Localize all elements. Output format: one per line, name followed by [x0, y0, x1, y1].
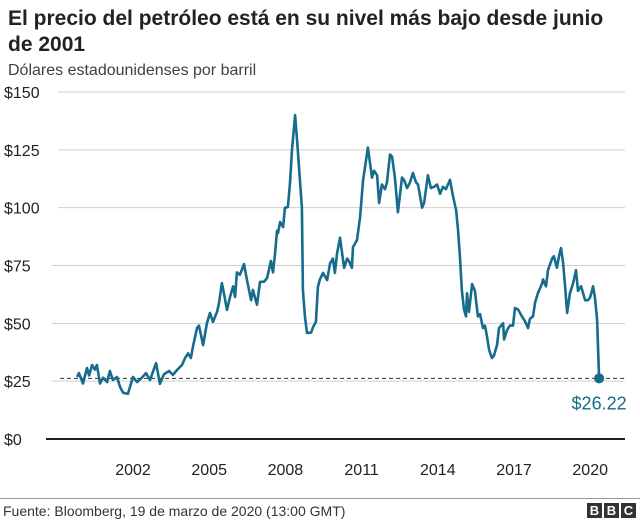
y-tick-label: $0 [4, 432, 22, 449]
logo-letter: B [587, 503, 602, 518]
x-tick-label: 2002 [115, 462, 151, 479]
x-tick-label: 2011 [344, 462, 379, 479]
logo-letter: B [604, 503, 619, 518]
y-axis: $0 $25 $50 $75 $100 $125 $150 [4, 85, 40, 449]
x-tick-label: 2008 [268, 462, 304, 479]
end-point-marker [594, 373, 605, 384]
line-chart: $0 $25 $50 $75 $100 $125 $150 2002 2005 2008 2011… [4, 85, 627, 479]
x-tick-label: 2017 [496, 462, 532, 479]
gridlines [46, 91, 625, 440]
chart-subtitle: Dólares estadounidenses por barril [8, 62, 257, 79]
x-tick-label: 2005 [191, 462, 227, 479]
y-tick-label: $25 [4, 374, 31, 391]
end-value-label: $26.22 [572, 393, 627, 413]
x-axis: 2002 2005 2008 2011 2014 2017 2020 [115, 462, 608, 479]
series-line-oil-price [75, 113, 601, 396]
y-tick-label: $125 [4, 143, 40, 160]
logo-letter: C [621, 503, 636, 518]
chart-title: El precio del petróleo está en su nivel … [8, 7, 604, 56]
y-tick-label: $75 [4, 259, 31, 276]
y-tick-label: $50 [4, 316, 31, 333]
y-tick-label: $100 [4, 201, 40, 218]
y-tick-label: $150 [4, 85, 40, 102]
source-note: Fuente: Bloomberg, 19 de marzo de 2020 (… [3, 503, 346, 519]
x-tick-label: 2020 [572, 462, 608, 479]
bbc-logo: B B C [587, 503, 636, 518]
x-tick-label: 2014 [420, 462, 456, 479]
footer-divider [0, 498, 640, 499]
